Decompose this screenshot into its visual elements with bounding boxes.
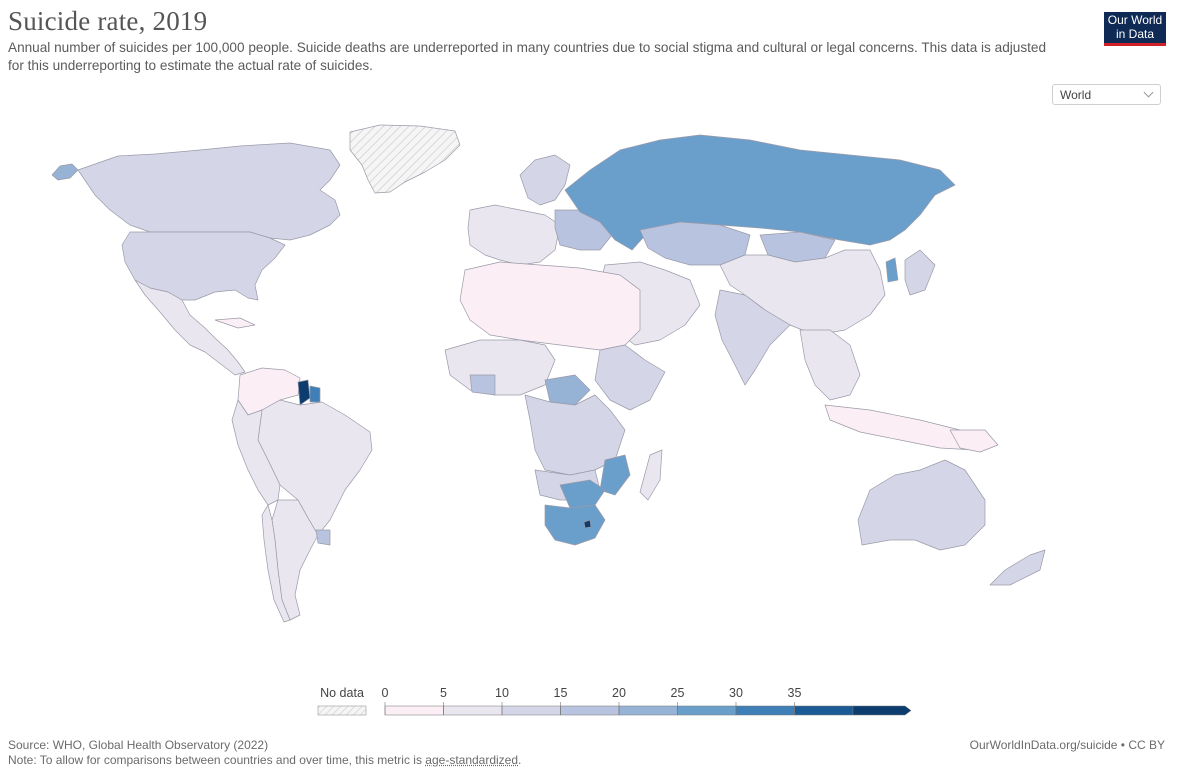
legend-bin	[501, 705, 561, 716]
country-uruguay[interactable]	[315, 529, 331, 546]
legend-tick-label: 20	[612, 686, 626, 700]
country-canada[interactable]	[77, 142, 341, 241]
legend-tick-label: 30	[729, 686, 743, 700]
legend-bin	[735, 705, 795, 716]
logo-line-1: Our World	[1107, 13, 1163, 27]
footer-source-block: Source: WHO, Global Health Observatory (…	[8, 738, 521, 768]
legend-tick-label: 25	[671, 686, 685, 700]
country-japan[interactable]	[904, 249, 936, 296]
country-cuba[interactable]	[214, 317, 256, 329]
world-map	[51, 124, 1046, 623]
country-australia[interactable]	[857, 459, 986, 551]
country-papua-new-guinea[interactable]	[949, 429, 999, 453]
legend-tick-label: 0	[382, 686, 389, 700]
country-madagascar[interactable]	[639, 449, 663, 501]
source-text: Source: WHO, Global Health Observatory (…	[8, 738, 269, 752]
country-mozambique[interactable]	[599, 454, 631, 496]
legend-bin	[794, 705, 854, 716]
legend-bin-open-ended	[852, 705, 912, 716]
map-legend: No data 0 5 10 15 20 25 30 35	[317, 686, 912, 716]
country-guyana[interactable]	[297, 379, 311, 406]
country-chile[interactable]	[261, 504, 291, 623]
chart-subtitle: Annual number of suicides per 100,000 pe…	[8, 40, 1047, 73]
country-india[interactable]	[714, 289, 791, 386]
legend-no-data-swatch	[317, 705, 367, 716]
legend-bin	[618, 705, 678, 716]
note-prefix: Note: To allow for comparisons between c…	[8, 753, 426, 767]
note-text: Note: To allow for comparisons between c…	[8, 753, 521, 768]
country-southeast-asia[interactable]	[799, 329, 861, 401]
country-mexico[interactable]	[134, 279, 246, 376]
country-alaska[interactable]	[51, 163, 79, 181]
legend-bin	[560, 705, 620, 716]
legend-tick-label: 5	[440, 686, 447, 700]
legend-tick-label: 10	[495, 686, 509, 700]
country-russia[interactable]	[564, 134, 956, 251]
legend-tick-label: 15	[554, 686, 568, 700]
country-south-africa[interactable]	[544, 504, 606, 546]
logo-line-2: in Data	[1115, 26, 1155, 41]
country-north-africa[interactable]	[459, 261, 641, 351]
country-new-zealand[interactable]	[989, 549, 1046, 586]
chevron-down-icon	[1143, 87, 1154, 98]
country-south-korea[interactable]	[885, 257, 899, 283]
country-central-african-rep[interactable]	[544, 374, 591, 406]
region-select-value: World	[1060, 88, 1092, 102]
legend-bin	[677, 705, 737, 716]
country-botswana-zimbabwe[interactable]	[559, 479, 606, 509]
legend-no-data-label: No data	[320, 686, 364, 700]
owid-logo[interactable]: Our World in Data	[1104, 12, 1166, 46]
legend-tick-label: 35	[788, 686, 802, 700]
country-scandinavia[interactable]	[519, 154, 571, 206]
page-title: Suicide rate, 2019	[8, 6, 208, 36]
legend-bin	[384, 705, 444, 716]
country-west-africa[interactable]	[444, 339, 556, 396]
note-suffix: .	[518, 753, 522, 767]
country-ivory-coast-ghana[interactable]	[469, 374, 496, 396]
country-lesotho[interactable]	[583, 519, 592, 529]
credit-link[interactable]: OurWorldInData.org/suicide • CC BY	[969, 738, 1165, 752]
country-western-europe[interactable]	[467, 204, 561, 266]
region-select[interactable]: World	[1052, 84, 1161, 105]
legend-bin	[443, 705, 503, 716]
age-standardized-link[interactable]: age-standardized	[425, 753, 519, 767]
country-kazakhstan[interactable]	[639, 221, 751, 266]
country-horn-of-africa[interactable]	[594, 344, 666, 411]
country-suriname[interactable]	[309, 385, 321, 403]
country-greenland[interactable]	[349, 124, 461, 194]
